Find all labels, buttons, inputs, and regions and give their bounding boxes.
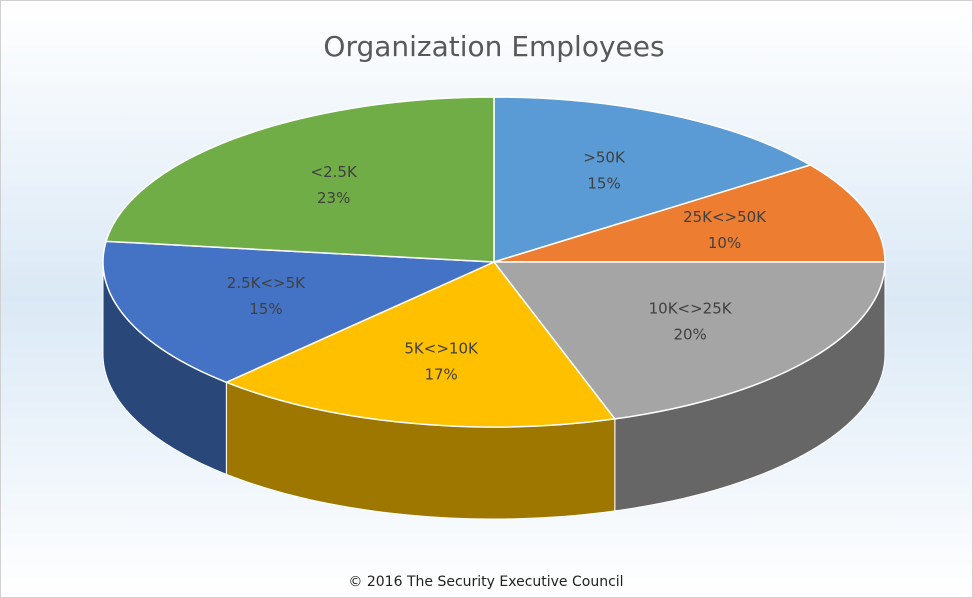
slice <box>105 96 495 263</box>
slice-label: <2.5K <box>311 163 358 181</box>
slice-value-label: 15% <box>587 174 620 192</box>
slice <box>224 261 617 428</box>
slice <box>102 240 495 384</box>
slice-value-label: 15% <box>249 300 282 318</box>
slice-label: 2.5K<>5K <box>227 274 306 292</box>
slice-value-label: 23% <box>317 189 350 207</box>
slice-label: 25K<>50K <box>683 208 767 226</box>
slice-label: >50K <box>583 148 626 166</box>
slice-value-label: 10% <box>708 234 741 252</box>
chart-title: Organization Employees <box>323 30 664 63</box>
slice-label: 10K<>25K <box>649 300 733 318</box>
slice <box>492 261 886 420</box>
slice-value-label: 20% <box>673 326 706 344</box>
slice <box>493 96 813 264</box>
slice <box>493 164 886 263</box>
source-note: © 2016 The Security Executive Council <box>348 574 623 590</box>
slice-value-label: 17% <box>424 365 457 383</box>
slice-label: 5K<>10K <box>404 339 479 357</box>
